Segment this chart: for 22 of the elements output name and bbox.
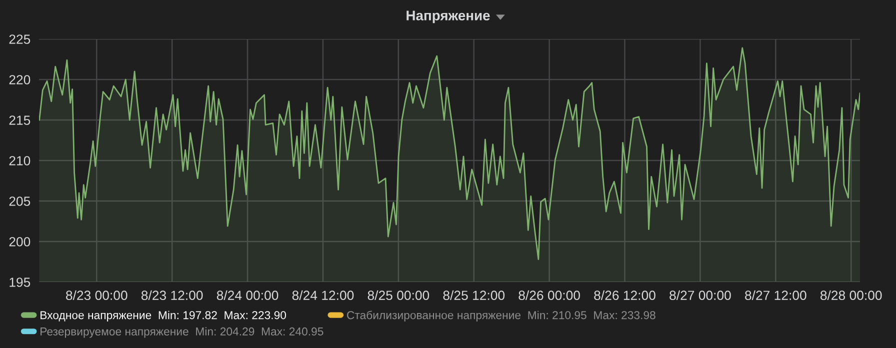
y-tick-label: 215 xyxy=(9,116,30,125)
x-tick-label: 8/27 00:00 xyxy=(670,290,731,300)
y-tick-label: 210 xyxy=(9,156,30,166)
y-tick-label: 220 xyxy=(9,75,30,84)
legend-label: Резервируемое напряжение Min: 204.29 Max: 240.95 xyxy=(40,327,324,338)
y-tick-label: 200 xyxy=(9,237,30,246)
x-tick-label: 8/23 12:00 xyxy=(141,290,203,300)
x-tick-label: 8/24 12:00 xyxy=(292,290,354,300)
chart-title: Напряжение xyxy=(406,10,490,24)
x-tick-label: 8/23 00:00 xyxy=(66,290,128,300)
legend-label: Стабилизированное напряжение Min: 210.95 Max: 233.98 xyxy=(347,310,656,322)
y-tick-label: 225 xyxy=(9,34,30,44)
legend-label: Входное напряжение Min: 197.82 Max: 223.90 xyxy=(40,310,286,322)
x-tick-label: 8/24 00:00 xyxy=(216,290,278,300)
y-tick-label: 195 xyxy=(10,278,30,287)
x-tick-label: 8/26 12:00 xyxy=(594,290,656,300)
x-tick-label: 8/25 00:00 xyxy=(368,290,430,300)
x-tick-label: 8/25 12:00 xyxy=(443,290,505,300)
y-tick-label: 205 xyxy=(9,196,30,206)
x-tick-label: 8/26 00:00 xyxy=(518,290,580,300)
x-tick-label: 8/28 00:00 xyxy=(820,290,882,300)
x-tick-label: 8/27 12:00 xyxy=(745,290,806,300)
